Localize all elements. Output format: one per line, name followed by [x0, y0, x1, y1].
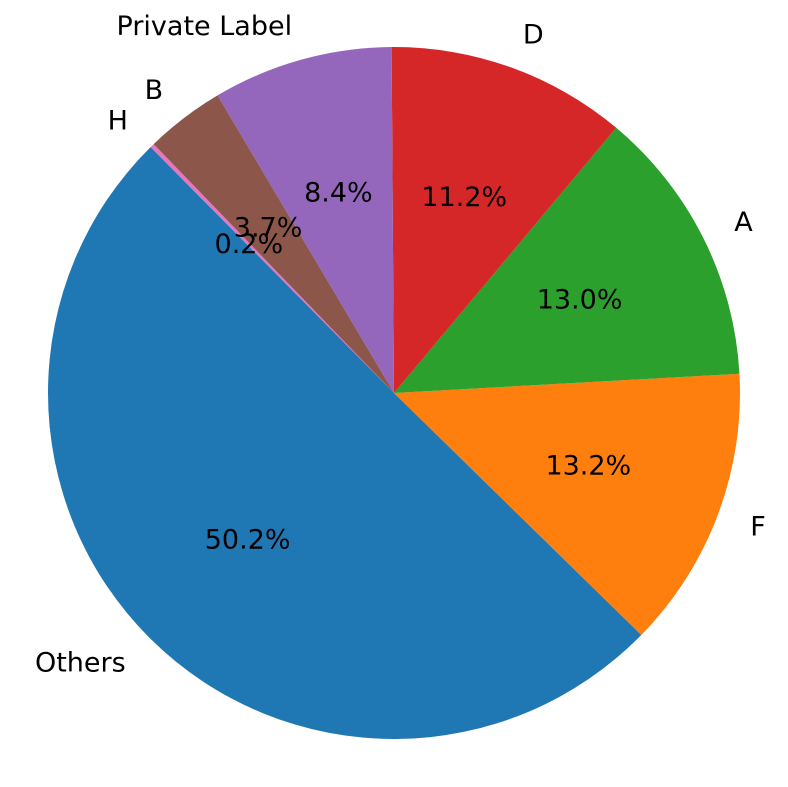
- slice-label-h: H: [108, 105, 128, 136]
- slice-label-b: B: [145, 75, 164, 106]
- pct-label-h: 0.2%: [215, 229, 284, 260]
- slice-label-a: A: [734, 207, 753, 238]
- pct-label-private-label: 8.4%: [304, 177, 373, 208]
- pie-slice-others: [48, 147, 642, 739]
- slice-label-d: D: [523, 19, 544, 50]
- pct-label-d: 11.2%: [421, 182, 507, 213]
- pie-slice-d: [391, 47, 617, 394]
- pie-slice-private-label: [217, 47, 394, 394]
- pct-label-a: 13.0%: [537, 285, 623, 316]
- pct-label-b: 3.7%: [234, 212, 303, 243]
- pie-slice-b: [153, 95, 394, 393]
- pie-slice-h: [150, 144, 394, 393]
- pie-slice-a: [394, 127, 740, 394]
- pie-slice-f: [394, 373, 740, 635]
- pct-label-others: 50.2%: [205, 525, 291, 556]
- slice-label-others: Others: [35, 647, 126, 678]
- slice-label-f: F: [750, 511, 766, 542]
- slice-label-private-label: Private Label: [117, 11, 293, 42]
- pct-label-f: 13.2%: [545, 451, 631, 482]
